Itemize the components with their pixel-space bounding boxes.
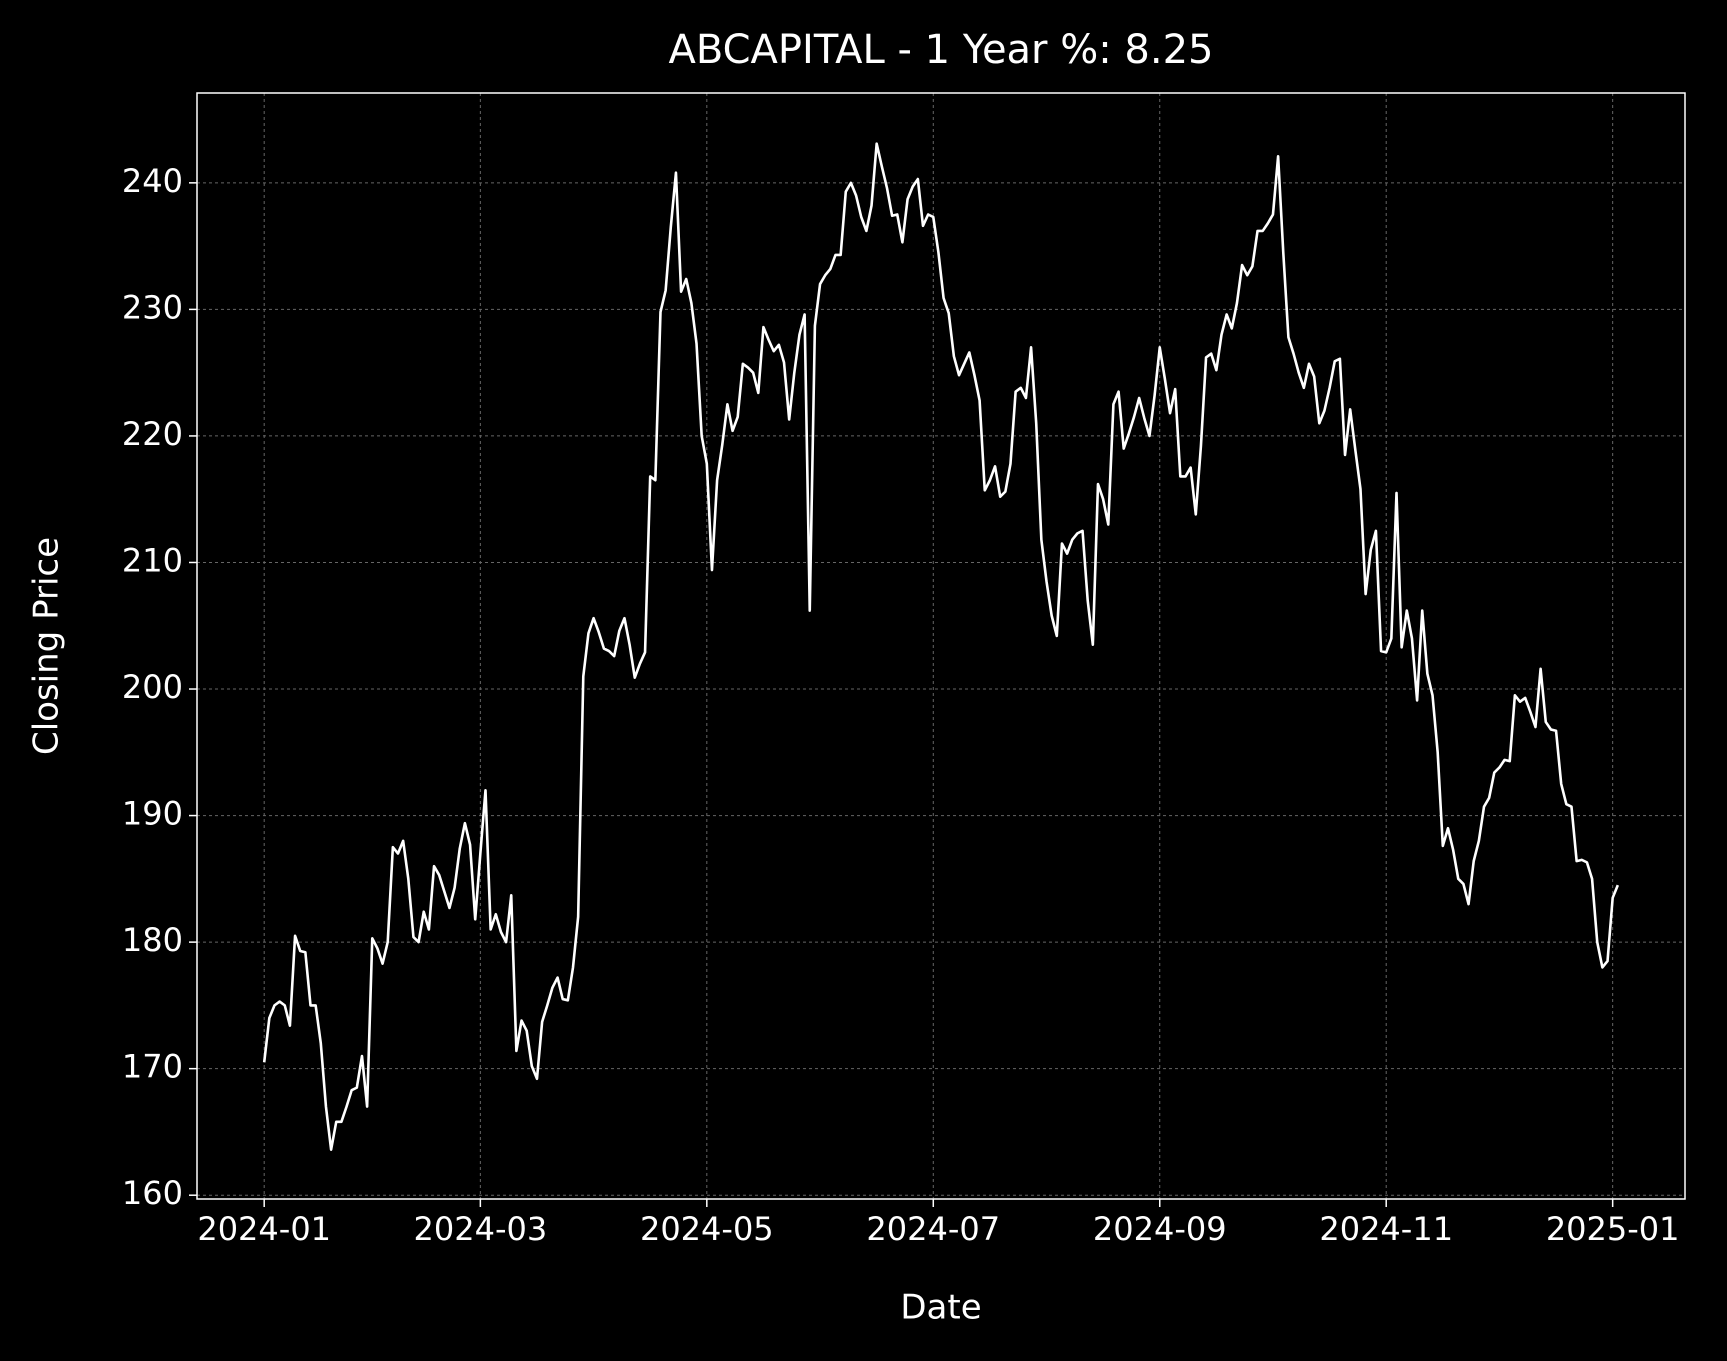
plot-frame [196, 92, 1686, 1200]
y-tick-label: 220 [122, 415, 183, 453]
y-tick-label: 170 [122, 1048, 183, 1086]
chart-title: ABCAPITAL - 1 Year %: 8.25 [669, 27, 1214, 73]
x-tick-label: 2024-09 [1093, 1210, 1227, 1248]
y-tick-label: 210 [122, 541, 183, 579]
x-tick-label: 2024-03 [414, 1210, 548, 1248]
x-tick-label: 2024-05 [640, 1210, 774, 1248]
x-tick-label: 2024-07 [866, 1210, 1000, 1248]
y-tick-label: 190 [122, 795, 183, 833]
x-tick-label: 2025-01 [1546, 1210, 1680, 1248]
y-tick-label: 160 [122, 1174, 183, 1212]
y-tick-label: 180 [122, 921, 183, 959]
y-axis-label: Closing Price [27, 537, 67, 755]
x-axis-label: Date [900, 1288, 981, 1328]
x-tick-label: 2024-11 [1319, 1210, 1453, 1248]
y-tick-label: 240 [122, 162, 183, 200]
y-tick-label: 200 [122, 668, 183, 706]
price-line [262, 142, 1620, 1151]
y-tick-label: 230 [122, 288, 183, 326]
x-tick-label: 2024-01 [197, 1210, 331, 1248]
